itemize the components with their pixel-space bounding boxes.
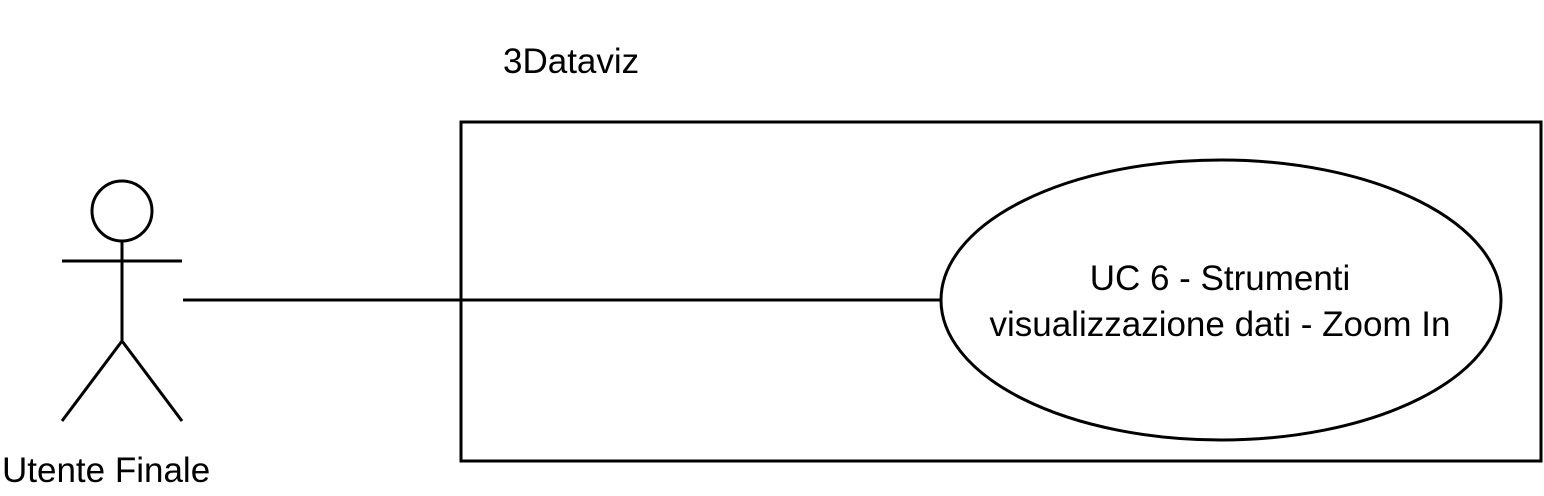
use-case-ellipse bbox=[939, 158, 1503, 442]
actor-left-leg bbox=[60, 340, 124, 422]
use-case-label-line-2: visualizzazione dati - Zoom In bbox=[989, 305, 1451, 344]
use-case-label: UC 6 - Strumenti visualizzazione dati - … bbox=[940, 256, 1500, 348]
use-case-label-line-1: UC 6 - Strumenti bbox=[1089, 259, 1351, 298]
system-title: 3Dataviz bbox=[503, 42, 640, 81]
actor-head bbox=[90, 179, 154, 243]
stick-figure-actor-icon bbox=[60, 179, 184, 422]
system-boundary bbox=[459, 120, 1543, 463]
actor-label: Utente Finale bbox=[2, 451, 211, 490]
actor-right-leg bbox=[120, 340, 184, 422]
